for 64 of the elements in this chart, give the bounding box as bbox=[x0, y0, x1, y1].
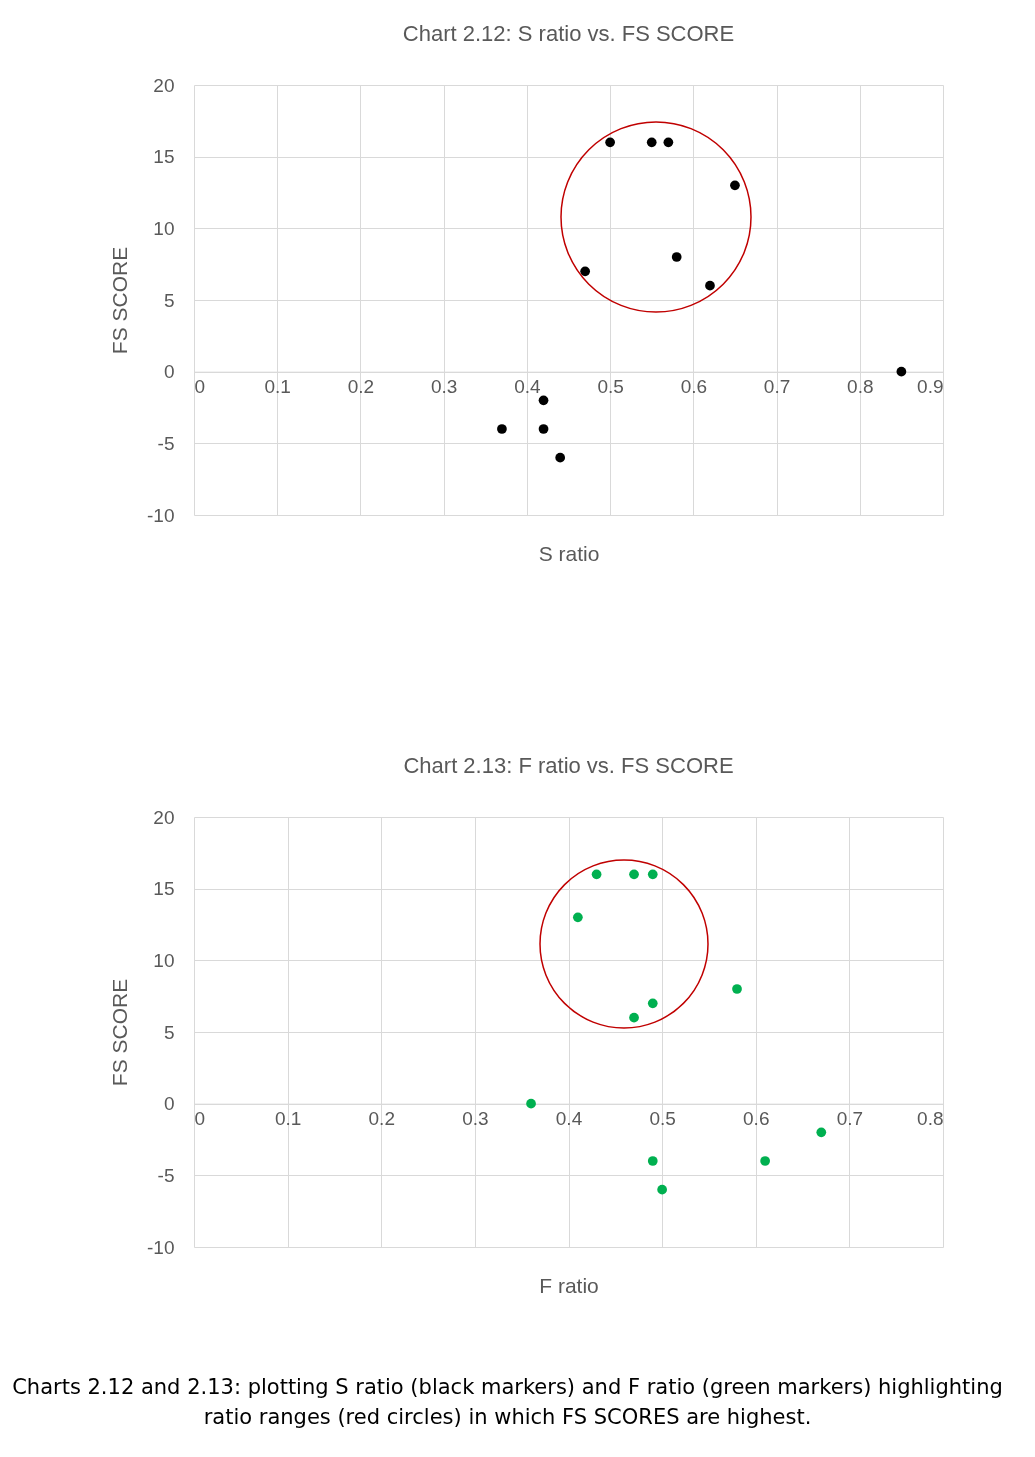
x-axis-title: F ratio bbox=[539, 1273, 599, 1297]
point bbox=[605, 137, 615, 148]
x-tick-label: 0.3 bbox=[430, 376, 458, 398]
point bbox=[647, 998, 658, 1009]
y-tick-label: -5 bbox=[157, 1164, 175, 1186]
x-tick-label: 0.5 bbox=[649, 1108, 676, 1130]
y-tick-label: 0 bbox=[163, 1093, 175, 1115]
x-tick-label: 0.7 bbox=[763, 376, 791, 398]
point bbox=[591, 869, 602, 880]
x-tick-label: 0.3 bbox=[462, 1108, 489, 1130]
y-axis-title: FS SCORE bbox=[108, 246, 132, 355]
text: Charts 2.12 and 2.13: plotting S ratio (black markers) and F ratio (green markers) highlighting ratio ranges (red circles) in which FS SCORES are highest. bbox=[11, 1374, 1004, 1431]
x-tick-label: 0.7 bbox=[836, 1108, 864, 1130]
y-tick-label: -5 bbox=[157, 432, 175, 454]
point bbox=[732, 984, 742, 994]
y-tick-label: 10 bbox=[153, 949, 175, 971]
point bbox=[705, 280, 715, 291]
y-tick-label: 5 bbox=[163, 289, 175, 311]
x-tick-label: 0 bbox=[194, 376, 206, 398]
point bbox=[657, 1184, 667, 1195]
point bbox=[896, 366, 907, 377]
x-tick-label: 0.4 bbox=[555, 1108, 583, 1130]
point bbox=[730, 180, 740, 191]
y-tick-label: 20 bbox=[153, 74, 175, 96]
x-tick-label: 0.4 bbox=[514, 376, 542, 398]
point bbox=[760, 1156, 770, 1166]
point bbox=[647, 869, 658, 880]
point bbox=[526, 1098, 536, 1109]
point bbox=[671, 252, 682, 262]
point bbox=[629, 869, 639, 880]
point bbox=[497, 424, 507, 434]
x-tick-label: 0.6 bbox=[680, 376, 708, 398]
point bbox=[555, 452, 566, 463]
point bbox=[663, 137, 674, 148]
y-tick-label: 0 bbox=[163, 361, 175, 383]
x-tick-label: 0.2 bbox=[368, 1108, 395, 1130]
x-tick-label: 0.2 bbox=[347, 376, 375, 398]
x-tick-label: 0.1 bbox=[264, 376, 291, 398]
chart-title: Chart 2.13: F ratio vs. FS SCORE bbox=[403, 753, 734, 778]
y-tick-label: 5 bbox=[163, 1021, 175, 1043]
x-tick-label: 0.9 bbox=[917, 376, 944, 398]
point bbox=[538, 424, 549, 434]
point bbox=[647, 1156, 658, 1166]
chart-title: Chart 2.12: S ratio vs. FS SCORE bbox=[402, 21, 735, 46]
x-tick-label: 0.5 bbox=[597, 376, 624, 398]
point bbox=[538, 395, 549, 406]
y-tick-label: -10 bbox=[147, 504, 175, 526]
point bbox=[646, 137, 657, 148]
y-tick-label: -10 bbox=[147, 1236, 175, 1258]
y-tick-label: 15 bbox=[153, 146, 175, 168]
x-axis-title: S ratio bbox=[538, 541, 600, 565]
x-tick-label: 0.8 bbox=[917, 1108, 944, 1130]
y-tick-label: 10 bbox=[153, 217, 175, 239]
x-tick-label: 0.1 bbox=[274, 1108, 302, 1130]
y-tick-label: 20 bbox=[153, 806, 175, 828]
point bbox=[816, 1127, 827, 1138]
y-tick-label: 15 bbox=[153, 878, 175, 900]
x-tick-label: 0 bbox=[194, 1108, 206, 1130]
point bbox=[572, 912, 583, 923]
y-axis-title: FS SCORE bbox=[108, 978, 132, 1087]
x-tick-label: 0.6 bbox=[743, 1108, 770, 1130]
point bbox=[580, 266, 591, 277]
x-tick-label: 0.8 bbox=[847, 376, 874, 398]
point bbox=[629, 1012, 639, 1023]
